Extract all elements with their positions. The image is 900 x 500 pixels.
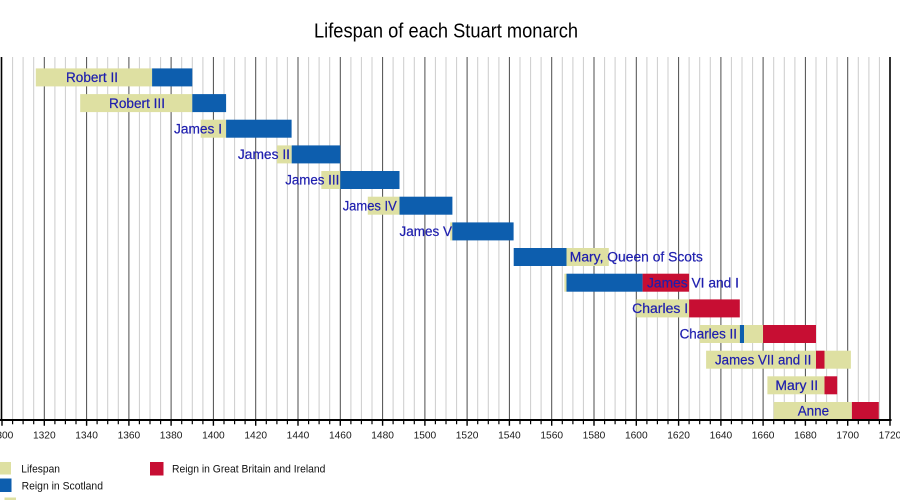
svg-text:1720: 1720 [879, 431, 900, 442]
svg-text:Mary, Queen of Scots: Mary, Queen of Scots [570, 250, 703, 265]
svg-text:Lifespan of each Stuart monarc: Lifespan of each Stuart monarch [314, 21, 578, 43]
svg-text:James II: James II [238, 147, 290, 162]
svg-text:1400: 1400 [202, 431, 225, 442]
svg-text:1500: 1500 [414, 431, 437, 442]
svg-text:1520: 1520 [456, 431, 479, 442]
svg-text:1380: 1380 [160, 431, 183, 442]
svg-text:1420: 1420 [244, 431, 267, 442]
svg-text:James VI and I: James VI and I [647, 275, 739, 290]
svg-text:Reign in Great Britain and Ire: Reign in Great Britain and Ireland [172, 463, 325, 475]
svg-text:1460: 1460 [329, 431, 352, 442]
svg-text:1680: 1680 [794, 431, 817, 442]
svg-text:James I: James I [174, 121, 222, 136]
svg-text:Lifespan: Lifespan [21, 463, 60, 475]
svg-text:1640: 1640 [710, 431, 733, 442]
svg-text:Anne: Anne [798, 404, 829, 419]
svg-text:James IV: James IV [343, 198, 397, 213]
svg-text:Charles I: Charles I [632, 301, 688, 316]
svg-text:1300: 1300 [0, 431, 14, 442]
svg-text:1340: 1340 [75, 431, 98, 442]
svg-text:1540: 1540 [498, 431, 521, 442]
svg-text:1580: 1580 [583, 431, 606, 442]
svg-text:1560: 1560 [540, 431, 563, 442]
svg-text:1480: 1480 [371, 431, 394, 442]
svg-text:Charles II: Charles II [680, 327, 737, 342]
svg-text:James III: James III [285, 173, 339, 188]
svg-text:Robert III: Robert III [109, 96, 165, 111]
svg-text:1440: 1440 [287, 431, 310, 442]
svg-text:James VII and II: James VII and II [715, 352, 811, 367]
svg-text:1600: 1600 [625, 431, 648, 442]
svg-text:1700: 1700 [836, 431, 859, 442]
svg-text:1320: 1320 [33, 431, 56, 442]
svg-text:1660: 1660 [752, 431, 775, 442]
svg-text:Reign in Scotland: Reign in Scotland [22, 480, 103, 492]
svg-text:1620: 1620 [667, 431, 690, 442]
svg-text:Robert II: Robert II [66, 70, 118, 85]
svg-text:1360: 1360 [118, 431, 141, 442]
svg-text:Mary II: Mary II [775, 378, 818, 393]
svg-text:James V: James V [400, 224, 453, 239]
